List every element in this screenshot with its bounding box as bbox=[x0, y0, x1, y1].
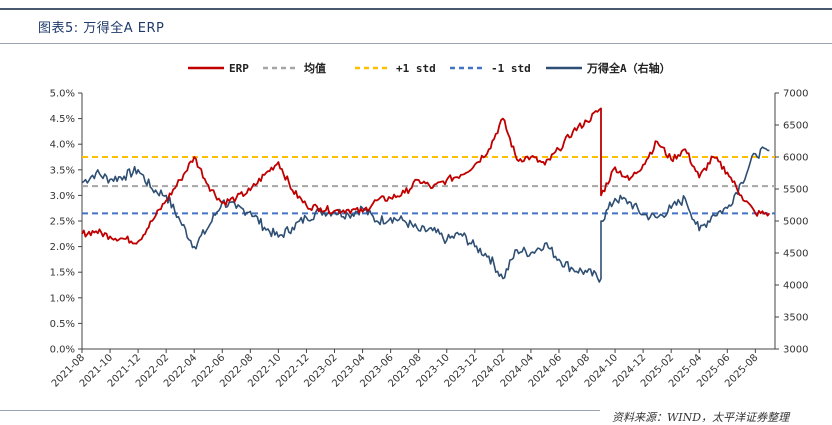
y-left-tick-label: 1.5% bbox=[50, 268, 75, 279]
y-right-tick-label: 3000 bbox=[783, 345, 808, 356]
y-left-tick-label: 3.5% bbox=[50, 165, 75, 176]
y-left-tick-label: 3.0% bbox=[50, 191, 75, 202]
y-right-tick-label: 4000 bbox=[783, 281, 808, 292]
legend-label: 万得全A（右轴） bbox=[586, 61, 671, 75]
y-left-tick-label: 1.0% bbox=[50, 293, 75, 304]
y-right-tick-label: 6500 bbox=[783, 121, 808, 132]
y-left-tick-label: 4.0% bbox=[50, 140, 75, 151]
y-left-tick-label: 0.0% bbox=[50, 345, 75, 356]
figure-title: 图表5: 万得全A ERP bbox=[38, 21, 165, 36]
legend-label: +1 std bbox=[396, 62, 436, 75]
legend-label: -1 std bbox=[491, 62, 531, 75]
title-rule bbox=[0, 43, 832, 44]
erp-series-line bbox=[81, 107, 771, 245]
legend-label: ERP bbox=[229, 62, 249, 75]
y-left-tick-label: 4.5% bbox=[50, 114, 75, 125]
y-right-tick-label: 4500 bbox=[783, 249, 808, 260]
index-series-line bbox=[81, 146, 770, 283]
top-rule bbox=[0, 8, 832, 10]
y-left-tick-label: 0.5% bbox=[50, 319, 75, 330]
legend-label: 均值 bbox=[304, 61, 326, 75]
source-note: 资料来源：WIND，太平洋证券整理 bbox=[612, 411, 790, 424]
y-left-tick-label: 5.0% bbox=[50, 89, 75, 100]
bottom-rule bbox=[0, 410, 600, 411]
y-left-tick-label: 2.5% bbox=[50, 217, 75, 228]
y-right-tick-label: 6000 bbox=[783, 153, 808, 164]
y-right-tick-label: 7000 bbox=[783, 89, 808, 100]
y-right-tick-label: 5500 bbox=[783, 185, 808, 196]
y-right-tick-label: 5000 bbox=[783, 217, 808, 228]
y-right-tick-label: 3500 bbox=[783, 313, 808, 324]
y-left-tick-label: 2.0% bbox=[50, 242, 75, 253]
